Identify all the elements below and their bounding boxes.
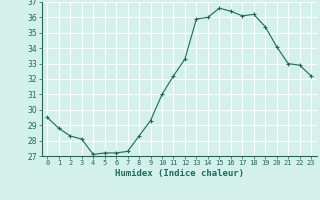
X-axis label: Humidex (Indice chaleur): Humidex (Indice chaleur) [115,169,244,178]
